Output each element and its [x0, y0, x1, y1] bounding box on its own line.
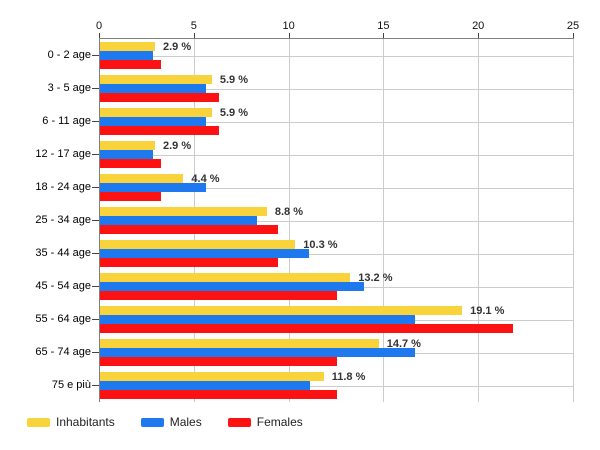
category-gridline [100, 88, 574, 90]
males-bar [100, 381, 311, 390]
category-gridline [100, 55, 574, 57]
inhabitants-bar [100, 108, 212, 117]
category-label: 18 - 24 age [35, 180, 91, 193]
females-bar [100, 357, 337, 366]
category-gridline [100, 121, 574, 123]
legend: Inhabitants Males Females [27, 415, 303, 429]
category-tick-mark [92, 384, 99, 386]
legend-label: Males [169, 415, 202, 429]
males-bar [100, 150, 154, 159]
data-label: 8.8 % [274, 206, 303, 218]
inhabitants-bar [100, 174, 184, 183]
females-bar [100, 291, 337, 300]
males-bar [100, 282, 364, 291]
legend-item: Inhabitants [27, 415, 115, 429]
legend-swatch [227, 417, 251, 427]
x-axis-tick-mark [478, 33, 480, 38]
legend-item: Males [140, 415, 202, 429]
category-label: 25 - 34 age [35, 213, 91, 226]
x-axis-tick-mark [99, 33, 100, 38]
x-axis-tick-mark [383, 33, 385, 38]
females-bar [100, 126, 220, 135]
males-bar [100, 216, 258, 225]
x-axis-tick-mark [193, 33, 195, 38]
data-label: 11.8 % [331, 371, 366, 383]
inhabitants-bar [100, 339, 379, 348]
x-axis-tick-label: 5 [190, 20, 197, 32]
plot-area: 2.9 % 5.9 % 5.9 % 2.9 % 4.4 % 8.8 % 10.3 % 13.2… [99, 38, 574, 402]
data-label: 14.7 % [386, 338, 421, 350]
category-label: 12 - 17 age [35, 147, 91, 160]
category-label: 35 - 44 age [35, 246, 91, 259]
females-bar [100, 390, 337, 399]
category-tick-mark [92, 153, 99, 155]
inhabitants-bar [100, 306, 463, 315]
legend-item: Females [227, 415, 303, 429]
category-tick-mark [92, 54, 99, 56]
females-bar [100, 159, 161, 168]
x-axis-tick-label: 20 [472, 20, 485, 32]
category-tick-mark [92, 186, 99, 188]
category-gridline [100, 187, 574, 189]
males-bar [100, 315, 415, 324]
inhabitants-bar [100, 75, 212, 84]
category-label: 0 - 2 age [47, 48, 91, 61]
category-label: 6 - 11 age [42, 114, 91, 127]
category-tick-mark [92, 120, 99, 122]
inhabitants-bar [100, 42, 155, 51]
females-bar [100, 93, 220, 102]
category-gridline [100, 385, 574, 387]
females-bar [100, 225, 279, 234]
males-bar [100, 183, 207, 192]
category-label: 55 - 64 age [35, 312, 91, 325]
category-label: 65 - 74 age [35, 345, 91, 358]
category-tick-mark [92, 318, 99, 320]
data-label: 10.3 % [303, 239, 338, 251]
data-label: 5.9 % [219, 107, 248, 119]
category-label: 3 - 5 age [47, 81, 91, 94]
data-label: 5.9 % [219, 74, 248, 86]
x-axis-tick-mark [573, 33, 574, 38]
inhabitants-bar [100, 240, 296, 249]
x-axis-tick-label: 0 [95, 20, 103, 32]
category-label: 75 e più [51, 378, 91, 391]
x-axis-tick-label: 25 [566, 20, 580, 32]
legend-label: Females [256, 415, 303, 429]
inhabitants-bar [100, 207, 267, 216]
females-bar [100, 60, 161, 69]
category-label: 45 - 54 age [35, 279, 91, 292]
inhabitants-bar [100, 372, 324, 381]
category-gridline [100, 253, 574, 255]
data-label: 2.9 % [162, 140, 192, 152]
data-label: 19.1 % [470, 305, 505, 317]
data-label: 4.4 % [191, 173, 220, 185]
data-label: 13.2 % [358, 272, 393, 284]
males-bar [100, 51, 154, 60]
category-tick-mark [92, 285, 99, 287]
legend-swatch [27, 417, 50, 427]
females-bar [100, 258, 279, 267]
x-axis-tick-label: 15 [377, 20, 390, 32]
data-label: 2.9 % [162, 41, 192, 53]
category-tick-mark [92, 351, 99, 353]
x-axis-tick-mark [288, 33, 290, 38]
inhabitants-bar [100, 273, 351, 282]
legend-label: Inhabitants [56, 415, 115, 429]
category-tick-mark [92, 252, 99, 254]
females-bar [100, 192, 161, 201]
x-axis-tick-label: 10 [282, 20, 295, 32]
females-bar [100, 324, 514, 333]
inhabitants-bar [100, 141, 155, 150]
category-gridline [100, 154, 574, 156]
males-bar [100, 348, 415, 357]
males-bar [100, 84, 207, 93]
males-bar [100, 117, 207, 126]
category-tick-mark [92, 219, 99, 221]
category-gridline [100, 220, 574, 222]
legend-swatch [140, 417, 164, 427]
males-bar [100, 249, 309, 258]
category-tick-mark [92, 87, 99, 89]
